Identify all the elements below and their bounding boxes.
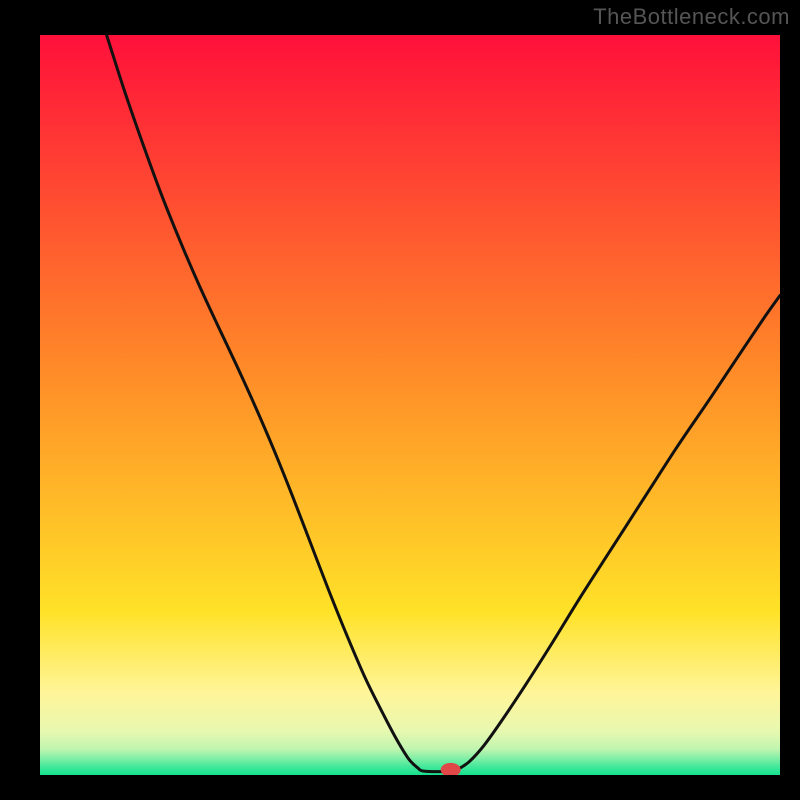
plot-area <box>40 35 780 775</box>
optimum-marker <box>441 763 461 775</box>
watermark-text: TheBottleneck.com <box>593 4 790 30</box>
chart-container: TheBottleneck.com <box>0 0 800 800</box>
marker-layer <box>40 35 780 775</box>
